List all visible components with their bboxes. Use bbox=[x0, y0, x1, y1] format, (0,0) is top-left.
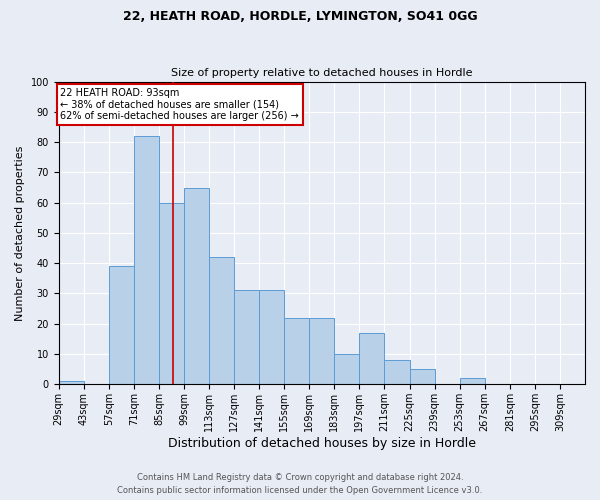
Bar bbox=[59, 382, 84, 384]
Bar bbox=[460, 378, 485, 384]
Title: Size of property relative to detached houses in Hordle: Size of property relative to detached ho… bbox=[171, 68, 473, 78]
Text: 22, HEATH ROAD, HORDLE, LYMINGTON, SO41 0GG: 22, HEATH ROAD, HORDLE, LYMINGTON, SO41 … bbox=[122, 10, 478, 23]
X-axis label: Distribution of detached houses by size in Hordle: Distribution of detached houses by size … bbox=[168, 437, 476, 450]
Bar bbox=[234, 290, 259, 384]
Bar bbox=[284, 318, 309, 384]
Bar bbox=[385, 360, 410, 384]
Bar bbox=[109, 266, 134, 384]
Text: Contains HM Land Registry data © Crown copyright and database right 2024.
Contai: Contains HM Land Registry data © Crown c… bbox=[118, 474, 482, 495]
Bar bbox=[334, 354, 359, 384]
Y-axis label: Number of detached properties: Number of detached properties bbox=[15, 145, 25, 320]
Bar bbox=[309, 318, 334, 384]
Text: 22 HEATH ROAD: 93sqm
← 38% of detached houses are smaller (154)
62% of semi-deta: 22 HEATH ROAD: 93sqm ← 38% of detached h… bbox=[61, 88, 299, 121]
Bar bbox=[359, 333, 385, 384]
Bar bbox=[259, 290, 284, 384]
Bar bbox=[209, 257, 234, 384]
Bar bbox=[184, 188, 209, 384]
Bar bbox=[134, 136, 159, 384]
Bar bbox=[410, 369, 434, 384]
Bar bbox=[159, 202, 184, 384]
